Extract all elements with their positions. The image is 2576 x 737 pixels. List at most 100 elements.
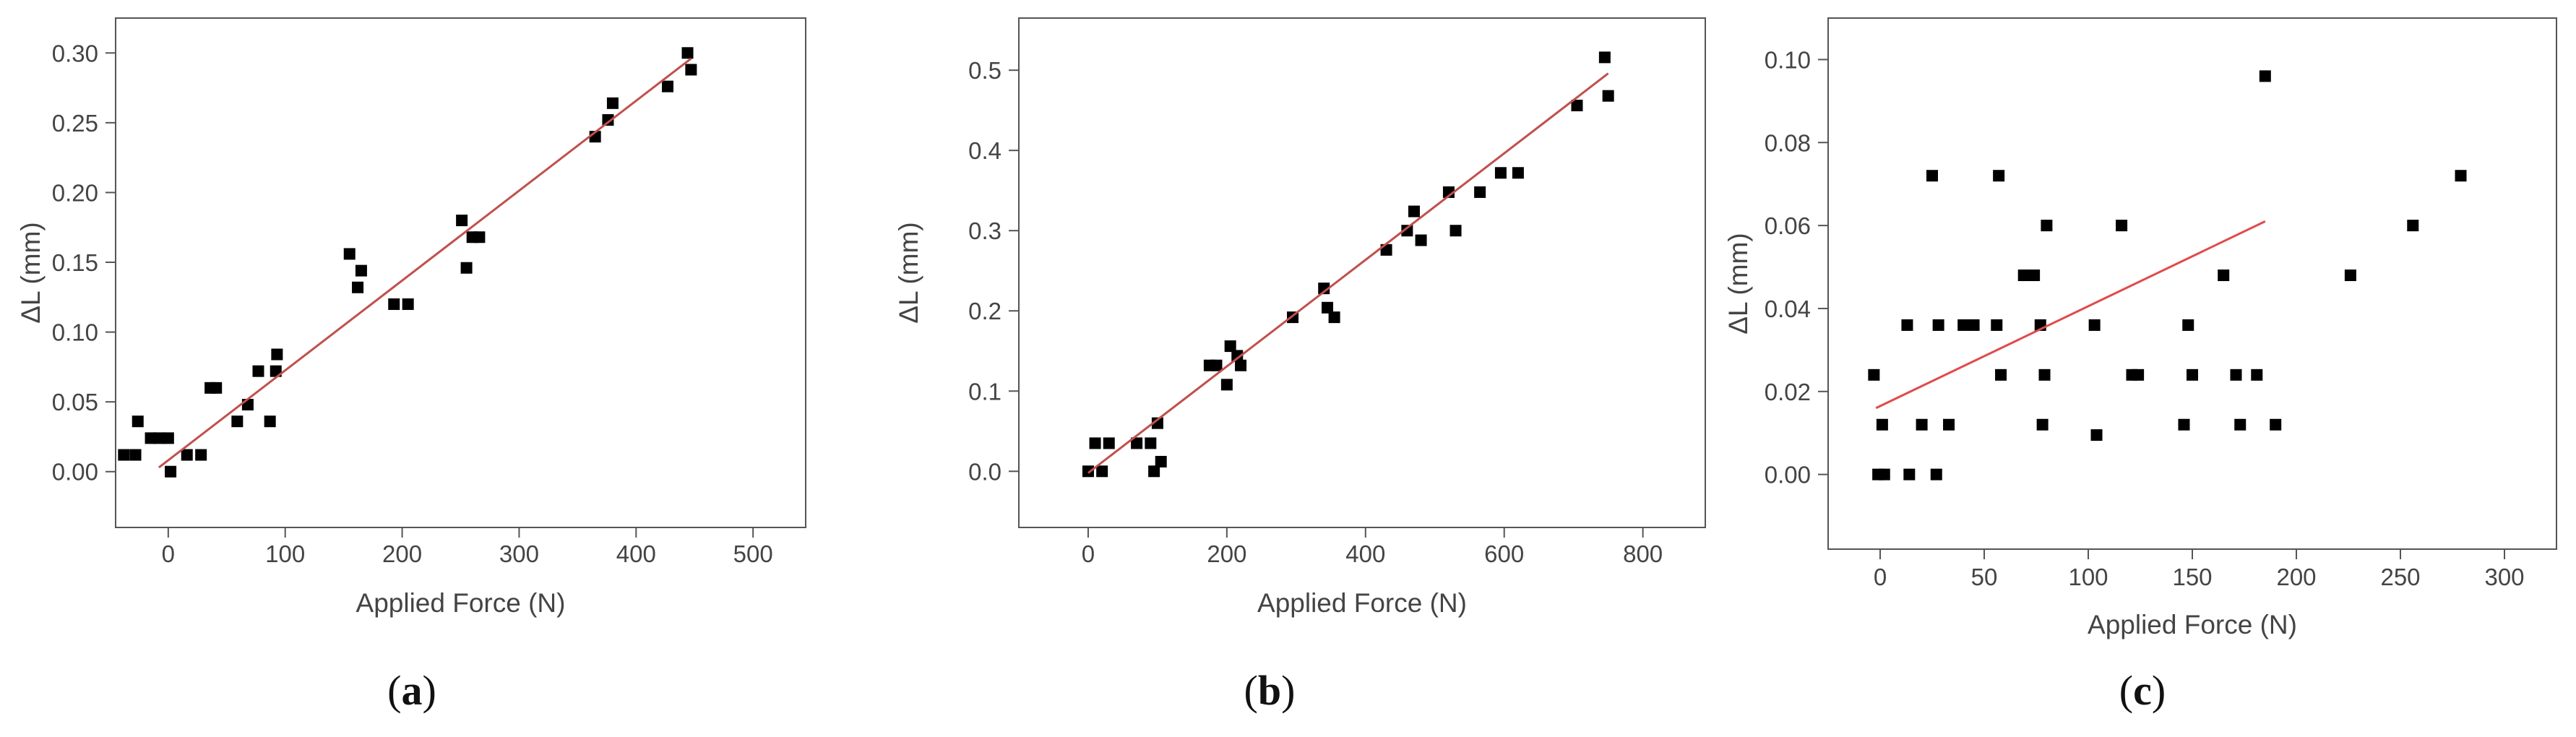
x-tick-label: 150 — [2172, 564, 2212, 590]
x-tick-label: 200 — [382, 540, 422, 567]
data-point — [2407, 220, 2419, 232]
data-point — [1408, 205, 1420, 217]
data-point — [606, 97, 619, 109]
data-point — [1148, 465, 1160, 478]
y-tick-label: 0.04 — [1765, 296, 1811, 322]
data-point — [129, 449, 142, 461]
data-point — [2230, 368, 2242, 381]
data-point — [2182, 319, 2194, 331]
data-point — [681, 47, 694, 59]
data-point — [195, 449, 207, 461]
data-point — [271, 348, 283, 361]
data-point — [1903, 468, 1916, 480]
data-point — [152, 432, 165, 444]
data-point — [181, 449, 193, 461]
data-point — [1155, 455, 1167, 467]
data-point — [2234, 418, 2247, 431]
data-point — [1901, 319, 1913, 331]
data-point — [1995, 368, 2007, 381]
y-tick-label: 0.08 — [1765, 129, 1811, 156]
y-tick-label: 0.15 — [52, 249, 98, 276]
data-point — [1145, 437, 1157, 449]
data-point — [1235, 359, 1247, 371]
data-point — [1930, 468, 1942, 480]
data-point — [2017, 270, 2030, 282]
plot-frame — [1018, 17, 1706, 528]
data-point — [1449, 225, 1462, 237]
data-point — [132, 415, 144, 428]
x-tick-label: 400 — [616, 540, 656, 567]
data-point — [1210, 359, 1223, 371]
plot-frame — [115, 17, 806, 528]
data-point — [1512, 167, 1524, 179]
y-tick-label: 0.02 — [1765, 379, 1811, 405]
x-tick-label: 600 — [1484, 540, 1524, 567]
data-point — [1598, 51, 1611, 64]
data-point — [1991, 319, 2003, 331]
data-point — [2259, 70, 2271, 82]
data-point — [2088, 319, 2101, 331]
data-point — [1224, 340, 1236, 353]
data-point — [2090, 429, 2103, 441]
data-point — [162, 432, 174, 444]
panel-label: (a) — [387, 667, 436, 714]
data-point — [1151, 417, 1163, 429]
x-tick-label: 300 — [499, 540, 539, 567]
data-point — [2251, 368, 2263, 381]
data-point — [1926, 170, 1938, 182]
data-point — [2455, 170, 2467, 182]
data-point — [2132, 368, 2145, 381]
data-point — [118, 449, 130, 461]
data-point — [1868, 368, 1880, 381]
x-tick-label: 800 — [1623, 540, 1663, 567]
panel-label: (c) — [2119, 667, 2166, 714]
y-tick-label: 0.10 — [1765, 46, 1811, 73]
data-point — [231, 415, 244, 428]
x-tick-label: 200 — [2276, 564, 2316, 590]
x-tick-label: 0 — [1082, 540, 1095, 567]
data-point — [1602, 90, 1614, 102]
data-point — [1571, 100, 1583, 112]
x-tick-label: 0 — [162, 540, 175, 567]
data-point — [2344, 270, 2356, 282]
data-point — [1993, 170, 2005, 182]
data-point — [685, 64, 697, 76]
x-tick-label: 0 — [1874, 564, 1887, 590]
data-point — [210, 382, 223, 394]
data-point — [1494, 167, 1507, 179]
data-point — [1318, 283, 1330, 295]
y-tick-label: 0.05 — [52, 389, 98, 415]
linear-fit-line — [1087, 72, 1609, 474]
data-point — [1322, 301, 1334, 314]
panel-label: (b) — [1244, 667, 1296, 714]
data-point — [1089, 437, 1101, 449]
y-tick-label: 0.30 — [52, 40, 98, 66]
data-point — [1932, 319, 1944, 331]
x-tick-label: 50 — [1971, 564, 1998, 590]
data-point — [264, 415, 276, 428]
data-point — [1968, 319, 1980, 331]
data-point — [460, 262, 473, 274]
data-point — [2218, 270, 2230, 282]
y-tick-label: 0.00 — [52, 459, 98, 486]
data-point — [1231, 350, 1244, 362]
data-point — [1096, 465, 1108, 478]
y-tick-label: 0.00 — [1765, 462, 1811, 488]
x-tick-label: 200 — [1207, 540, 1246, 567]
y-tick-label: 0.5 — [968, 57, 1001, 84]
data-point — [1943, 418, 1955, 431]
panel-a-chart: 0 100 200 300 400 500 0.00 0.05 0.10 0.15 0.20 0.25… — [16, 17, 806, 714]
data-point — [1328, 311, 1340, 324]
data-point — [1957, 319, 1970, 331]
x-tick-label: 100 — [265, 540, 305, 567]
data-point — [165, 465, 177, 478]
data-point — [402, 298, 414, 310]
data-point — [2178, 418, 2190, 431]
y-tick-label: 0.3 — [968, 217, 1001, 244]
data-point — [1103, 437, 1115, 449]
data-point — [2036, 418, 2049, 431]
y-tick-label: 0.06 — [1765, 212, 1811, 239]
y-tick-label: 0.4 — [968, 137, 1001, 164]
data-point — [1415, 234, 1427, 246]
